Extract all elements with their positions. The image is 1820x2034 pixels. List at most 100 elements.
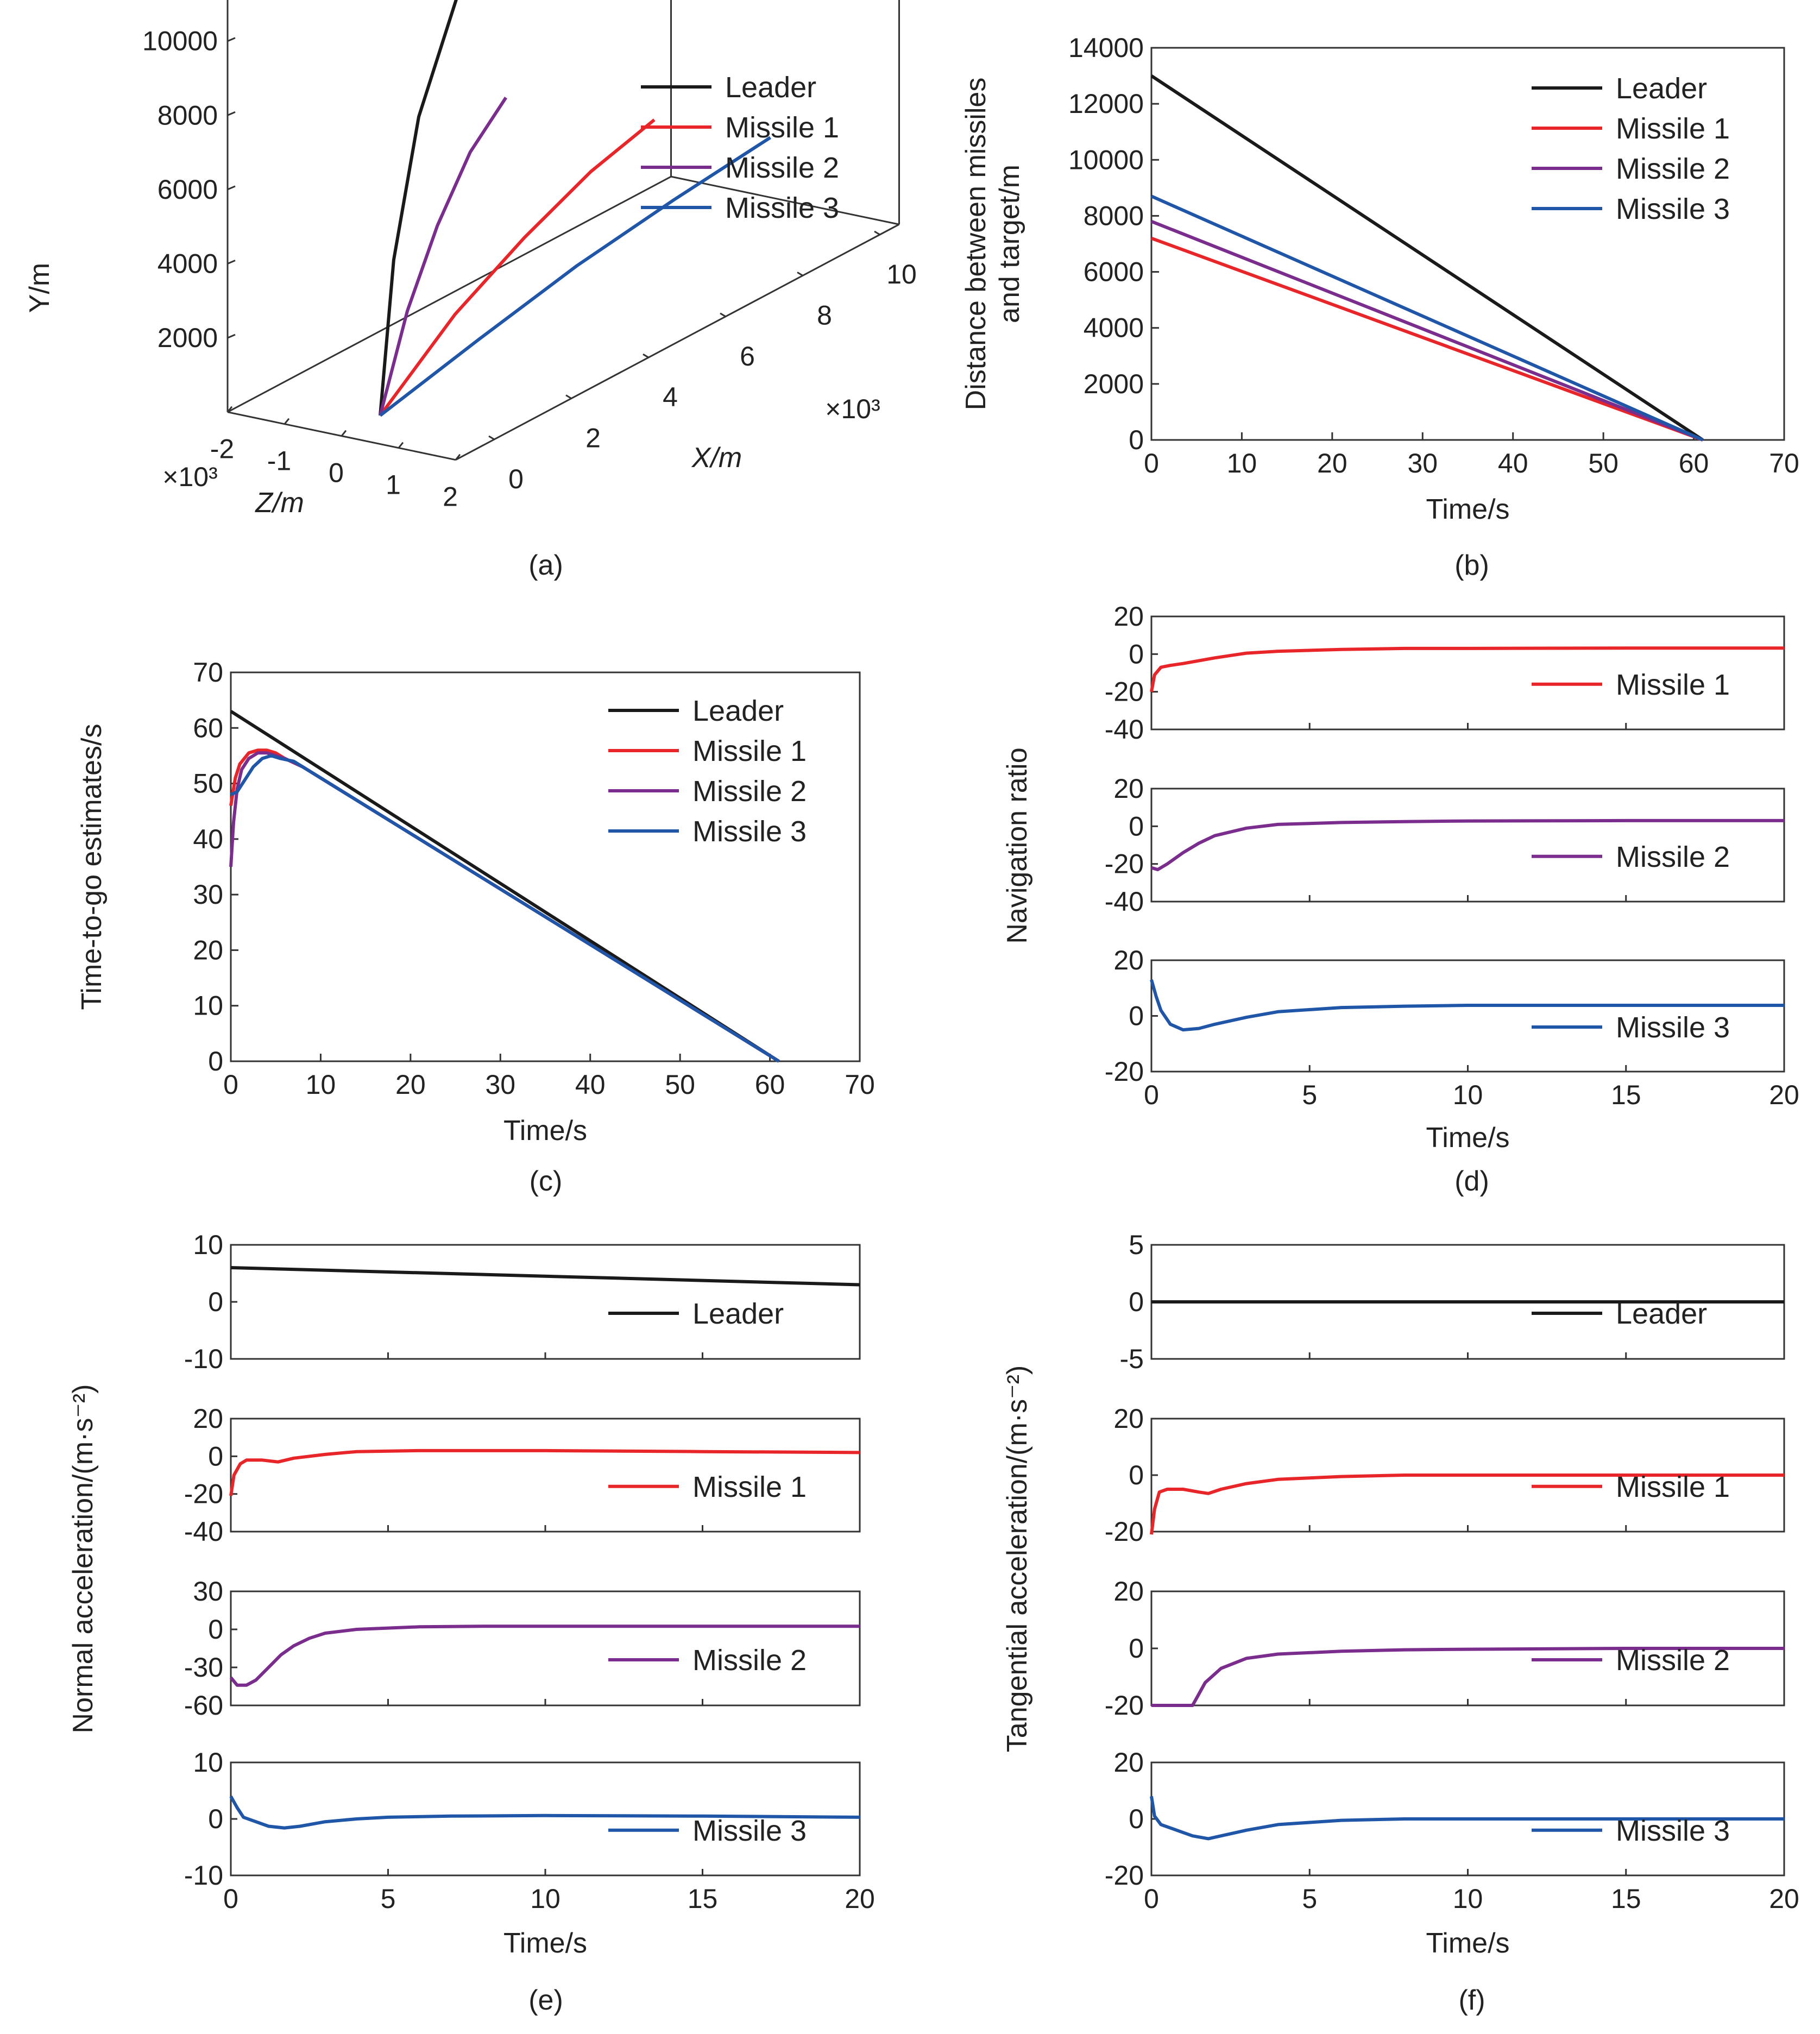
x-tick-label: 5 bbox=[1302, 1080, 1317, 1110]
z-tick-mark bbox=[341, 430, 347, 437]
x-tick-label: 10 bbox=[1453, 1884, 1483, 1914]
z-multiplier: ×10³ bbox=[162, 462, 217, 492]
y-tick-label: 30 bbox=[193, 1576, 223, 1607]
chart-b-distance: 0 10 20 30 40 50 60 70 0 2000 4000 6000 8000 10000 120… bbox=[960, 33, 1799, 525]
legend-label-missile-1: Missile 1 bbox=[692, 735, 807, 767]
x-tick-label: 15 bbox=[1611, 1080, 1641, 1110]
floor-edge-left bbox=[227, 175, 672, 413]
y-tick-label: 0 bbox=[208, 1046, 223, 1076]
series-line-missile-3 bbox=[379, 136, 772, 417]
y-tick-label: -20 bbox=[184, 1479, 223, 1509]
legend-label-leader: Leader bbox=[1616, 1298, 1707, 1330]
y-tick-label: 2000 bbox=[1084, 369, 1144, 399]
y-tick-label: 40 bbox=[193, 824, 223, 854]
y-tick-label: -20 bbox=[1105, 1516, 1144, 1547]
z-tick-label: 1 bbox=[386, 470, 401, 500]
x-tick-label: 8 bbox=[817, 300, 832, 330]
y-tick-mark bbox=[227, 260, 236, 265]
series-line-missile-3 bbox=[230, 754, 780, 1063]
x-tick-label: 50 bbox=[1588, 448, 1619, 478]
y-tick-label: 0 bbox=[208, 1441, 223, 1471]
series-line-missile-2 bbox=[379, 97, 508, 416]
y-axis-label-line2: and target/m bbox=[994, 165, 1025, 323]
legend-label-missile-3: Missile 3 bbox=[692, 815, 807, 848]
x-tick-label: 60 bbox=[755, 1069, 785, 1100]
x-tick-label: 0 bbox=[1144, 1884, 1159, 1914]
x-tick-label: 40 bbox=[1498, 448, 1528, 478]
y-tick-label: -20 bbox=[1105, 849, 1144, 879]
x-axis-label: Time/s bbox=[503, 1115, 587, 1147]
y-tick-label: 20 bbox=[1113, 1747, 1144, 1778]
chart-c-time-to-go: 0 10 20 30 40 50 60 70 0 10 20 30 40 50 60 70 Time/s Lead… bbox=[76, 657, 875, 1147]
x-tick-label: 70 bbox=[1769, 448, 1799, 478]
y-tick-label: 20 bbox=[1113, 1576, 1144, 1607]
series-line-missile-2 bbox=[229, 1624, 860, 1687]
y-tick-label: 60 bbox=[193, 713, 223, 743]
caption-d: (d) bbox=[1454, 1166, 1489, 1197]
z-tick-mark bbox=[455, 454, 461, 461]
caption-a: (a) bbox=[528, 550, 563, 581]
y-tick-label: 50 bbox=[193, 769, 223, 799]
x-tick-label: 10 bbox=[1227, 448, 1257, 478]
series-line-missile-1 bbox=[1150, 1473, 1784, 1535]
z-tick-label: -1 bbox=[267, 446, 291, 476]
y-tick-label: 10 bbox=[193, 1747, 223, 1778]
panel-missile-3: 20 0 -20 Missile 3 bbox=[1105, 945, 1785, 1087]
y-tick-label: -20 bbox=[1105, 1690, 1144, 1721]
legend-label-missile-2: Missile 2 bbox=[725, 152, 839, 184]
x-tick-label: 30 bbox=[485, 1069, 515, 1100]
legend-label-leader: Leader bbox=[692, 695, 784, 727]
y-tick-label: 20 bbox=[1113, 773, 1144, 804]
y-axis-label: Tangential acceleration/(m·s⁻²) bbox=[1002, 1365, 1033, 1752]
plot-frame bbox=[1150, 47, 1785, 441]
y-axis-label: Y/m bbox=[24, 263, 55, 313]
y-tick-label: 10000 bbox=[1068, 144, 1144, 175]
x-tick-label: 10 bbox=[306, 1069, 336, 1100]
panel-missile-1: 20 0 -20 Missile 1 bbox=[1105, 1403, 1785, 1547]
series-line-missile-2 bbox=[1151, 818, 1784, 872]
series-line-missile-2 bbox=[1150, 219, 1704, 442]
y-tick-label: 20 bbox=[193, 935, 223, 965]
x-tick-label: 20 bbox=[845, 1884, 875, 1914]
y-tick-label: -10 bbox=[184, 1344, 223, 1374]
panel-leader: 10 0 -10 Leader bbox=[184, 1230, 861, 1374]
z-tick-mark bbox=[284, 418, 290, 425]
x-axis-label: Time/s bbox=[1426, 1928, 1509, 1959]
legend-label-missile-1: Missile 1 bbox=[1616, 112, 1730, 145]
x-tick-label: 0 bbox=[1144, 448, 1159, 478]
x-tick-label: 0 bbox=[508, 464, 524, 494]
x-axis-label: Time/s bbox=[503, 1928, 587, 1959]
x-tick-label: 20 bbox=[1769, 1080, 1799, 1110]
x-tick-label: 60 bbox=[1679, 448, 1709, 478]
y-tick-label: -30 bbox=[184, 1652, 223, 1683]
y-tick-label: -5 bbox=[1120, 1344, 1144, 1374]
x-tick-label: 15 bbox=[688, 1884, 718, 1914]
series-line-missile-3 bbox=[229, 1795, 860, 1830]
y-tick-label: -60 bbox=[184, 1690, 223, 1721]
legend-label-leader: Leader bbox=[1616, 72, 1707, 105]
x-tick-label: 4 bbox=[663, 382, 678, 412]
series-line-missile-3 bbox=[1150, 979, 1784, 1032]
legend-label-missile-1: Missile 1 bbox=[1616, 669, 1730, 701]
z-tick-mark bbox=[226, 406, 233, 413]
y-tick-label: 30 bbox=[193, 879, 223, 910]
series-line-leader bbox=[1150, 74, 1704, 442]
series-line-leader bbox=[379, 0, 458, 416]
x-axis-label: Time/s bbox=[1426, 494, 1509, 525]
x-tick-label: 70 bbox=[845, 1069, 875, 1100]
y-tick-label: -20 bbox=[1105, 677, 1144, 707]
y-tick-label: 20 bbox=[1113, 1403, 1144, 1434]
z-axis-label: Z/m bbox=[254, 487, 304, 519]
y-tick-mark bbox=[227, 333, 236, 339]
y-tick-label: 0 bbox=[208, 1287, 223, 1317]
y-tick-label: 8000 bbox=[1084, 200, 1144, 231]
y-axis-label: Time-to-go estimates/s bbox=[76, 724, 108, 1010]
x-tick-mark bbox=[720, 312, 726, 318]
panel-missile-3: 20 0 -20 Missile 3 bbox=[1105, 1747, 1785, 1891]
z-tick-mark bbox=[398, 442, 404, 449]
caption-e: (e) bbox=[528, 1985, 563, 2016]
z-tick-label: -2 bbox=[210, 434, 234, 464]
x-axis-label: Time/s bbox=[1426, 1122, 1509, 1154]
